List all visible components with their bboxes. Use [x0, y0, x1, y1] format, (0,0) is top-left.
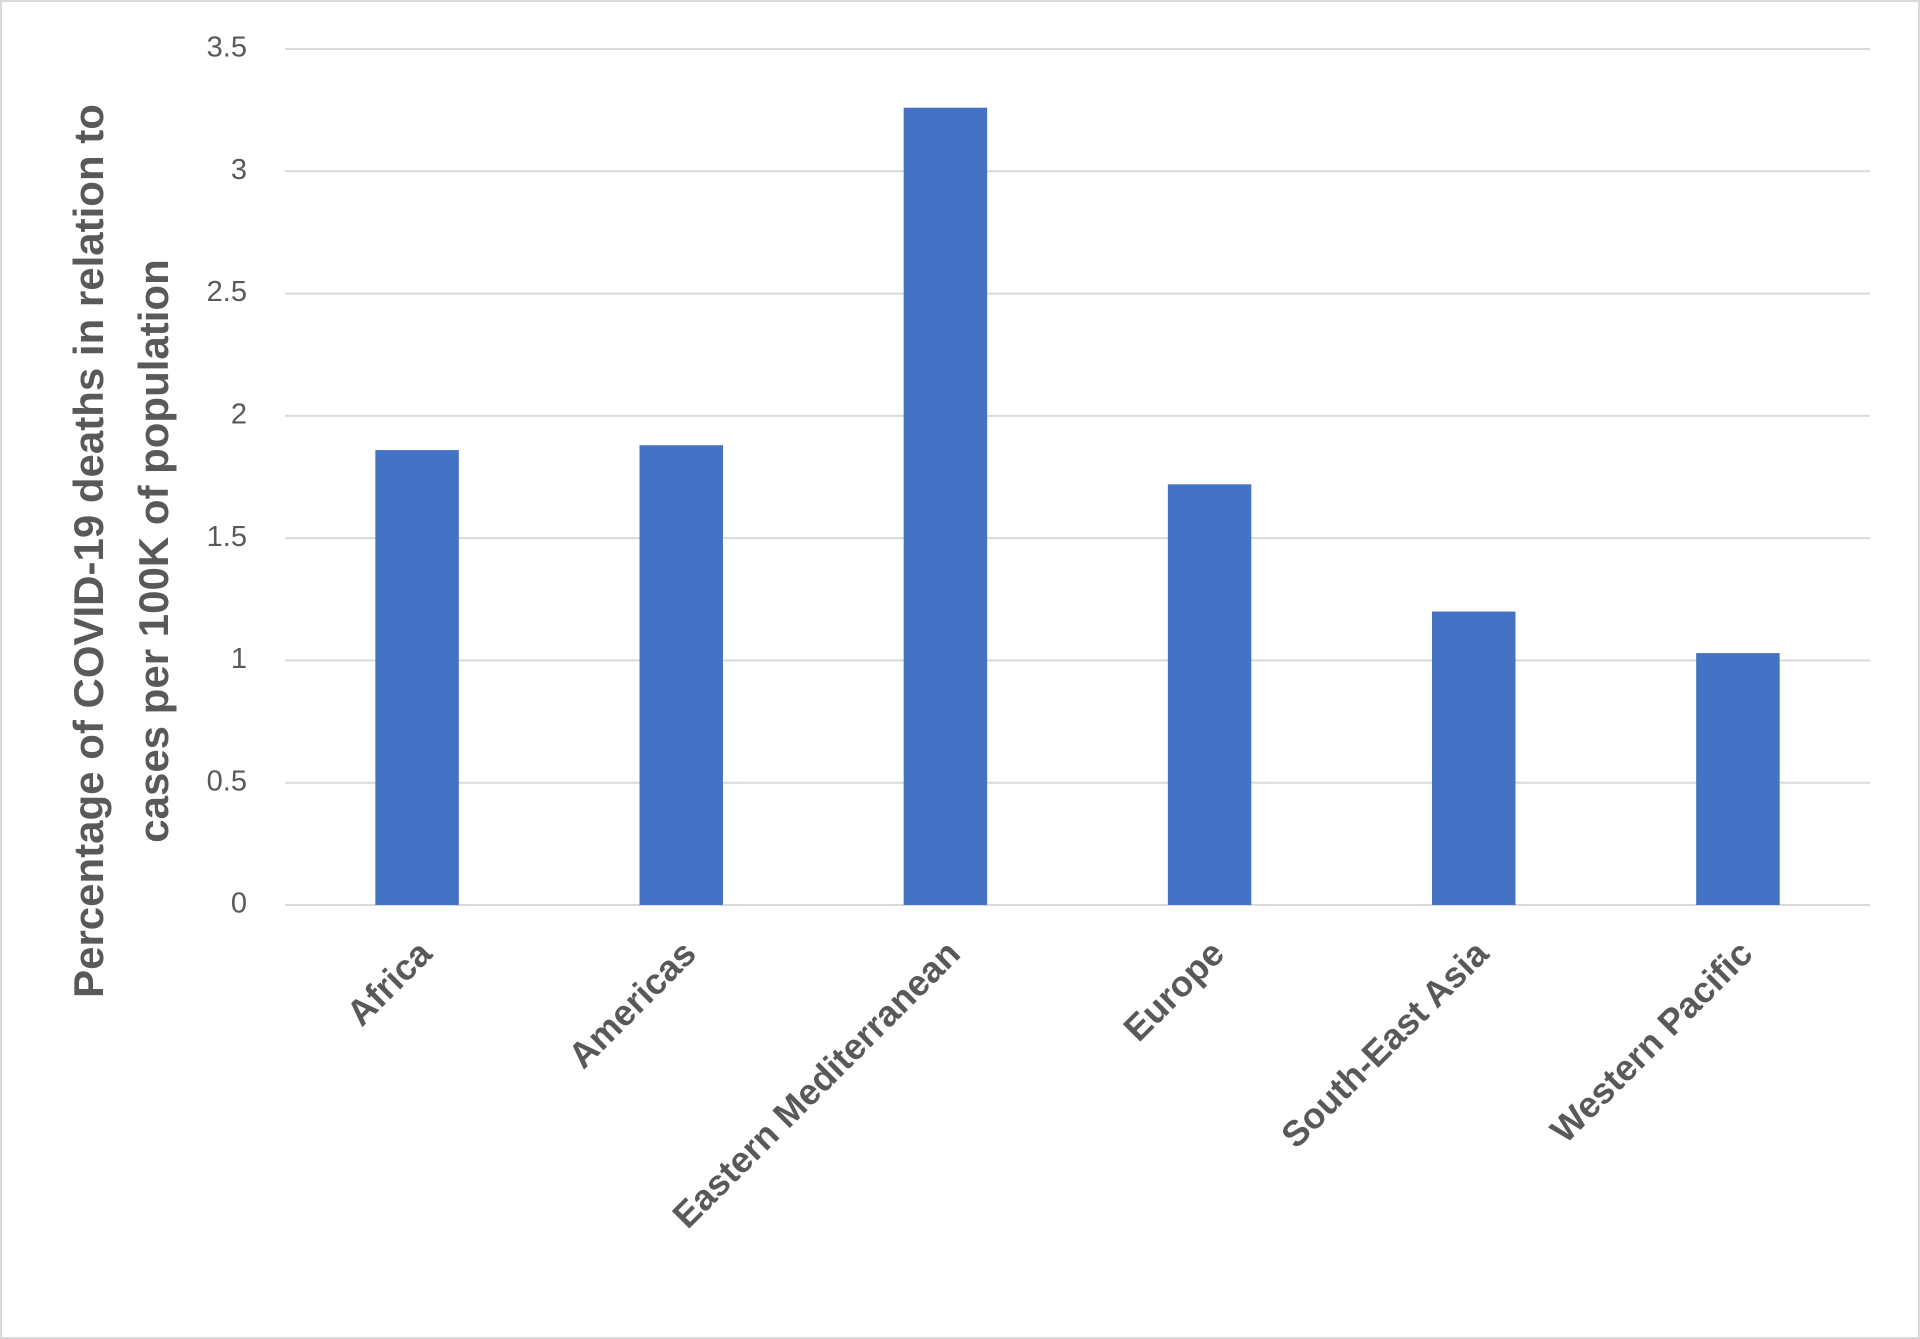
y-tick-label: 2.5 — [207, 276, 247, 308]
bar — [375, 450, 459, 905]
bar — [1167, 484, 1252, 905]
bar — [903, 107, 988, 905]
y-tick-label: 0.5 — [207, 765, 247, 797]
y-tick-label: 2 — [231, 399, 247, 431]
bar — [1432, 611, 1516, 905]
y-tick-label: 1.5 — [207, 521, 247, 553]
y-tick-label: 1 — [231, 643, 247, 675]
bar — [639, 445, 723, 905]
bar — [1696, 653, 1780, 905]
y-tick-label: 0 — [231, 888, 247, 920]
y-axis-label: cases per 100K of population — [130, 259, 177, 843]
y-tick-label: 3 — [231, 154, 247, 186]
y-axis-label: Percentage of COVID-19 deaths in relatio… — [65, 104, 112, 998]
y-tick-label: 3.5 — [207, 32, 247, 64]
